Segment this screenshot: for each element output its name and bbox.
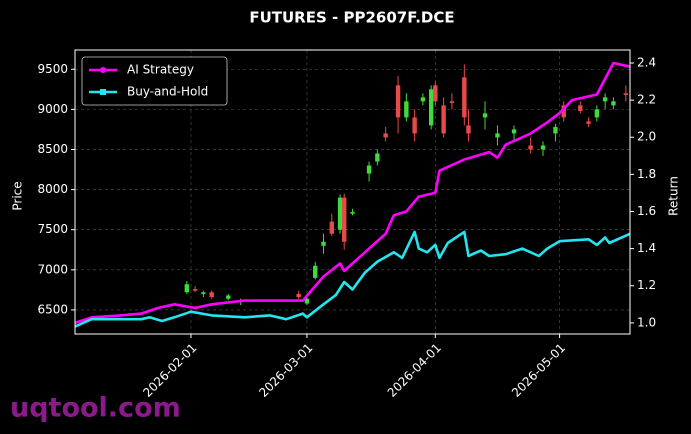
candle-body (594, 109, 600, 118)
y-axis-label: Price (11, 181, 25, 210)
candle-body (192, 289, 198, 291)
candle-body (337, 197, 343, 230)
candle-body (586, 121, 591, 124)
legend-label: AI Strategy (127, 63, 194, 77)
candle-body (428, 89, 434, 126)
watermark: uqtool.com (10, 393, 181, 424)
candle-body (342, 197, 347, 242)
y-tick-label: 9000 (37, 102, 68, 116)
candle-body (611, 101, 616, 106)
candle-body (528, 145, 533, 150)
line (74, 61, 631, 325)
y2-tick-label: 2.4 (637, 55, 656, 69)
candle-body (404, 101, 409, 118)
y-tick-label: 7000 (37, 262, 68, 276)
candle-body (561, 105, 566, 118)
legend-marker (100, 89, 106, 95)
candle-body (395, 85, 401, 118)
legend-box (81, 56, 228, 106)
y2-tick-label: 1.4 (637, 241, 656, 255)
y2-tick-label: 1.8 (637, 167, 656, 181)
candle-body (441, 105, 446, 134)
candle-body (296, 293, 301, 298)
legend: AI Strategy Buy-and-Hold (81, 56, 228, 106)
candle-body (304, 298, 310, 304)
candle-body (553, 127, 558, 134)
candle-body (350, 212, 355, 214)
candle-body (313, 265, 318, 278)
plot-frame (74, 49, 631, 335)
y2-tick-label: 1.6 (637, 204, 656, 218)
candle-body (366, 165, 372, 174)
candle-body (482, 113, 488, 118)
legend-marker (100, 67, 106, 73)
candle-body (226, 295, 231, 299)
y2-tick-label: 1.0 (637, 315, 656, 329)
candle-body (511, 129, 517, 134)
candle-body (201, 292, 206, 294)
line (74, 230, 631, 328)
candle-body (321, 241, 326, 246)
candle-body (462, 77, 467, 118)
candle-body (540, 145, 546, 150)
candle-body (383, 133, 388, 138)
y2-tick-label: 2.2 (637, 93, 656, 107)
y-tick-label: 8000 (37, 182, 68, 196)
chart-title: FUTURES - PP2607F.DCE (249, 9, 454, 27)
candle-body (578, 105, 583, 111)
candle-body (420, 97, 426, 102)
y-tick-label: 9500 (37, 62, 68, 76)
y-tick-label: 6500 (37, 302, 68, 316)
y-tick-label: 7500 (37, 222, 68, 236)
candle-body (184, 284, 190, 293)
candle-body (449, 101, 455, 103)
candle-body (209, 292, 214, 298)
candle-body (466, 125, 471, 134)
y2-axis-label: Return (667, 176, 681, 216)
legend-label: Buy-and-Hold (127, 85, 208, 99)
candle-body (602, 97, 608, 102)
candle-body (375, 153, 380, 162)
candle-body (623, 93, 629, 95)
candle-body (495, 133, 500, 138)
y-tick-label: 8500 (37, 142, 68, 156)
y2-tick-label: 1.2 (637, 278, 656, 292)
candle-body (433, 85, 438, 102)
y2-tick-label: 2.0 (637, 130, 656, 144)
candle-body (412, 117, 417, 134)
candle-body (329, 221, 334, 234)
